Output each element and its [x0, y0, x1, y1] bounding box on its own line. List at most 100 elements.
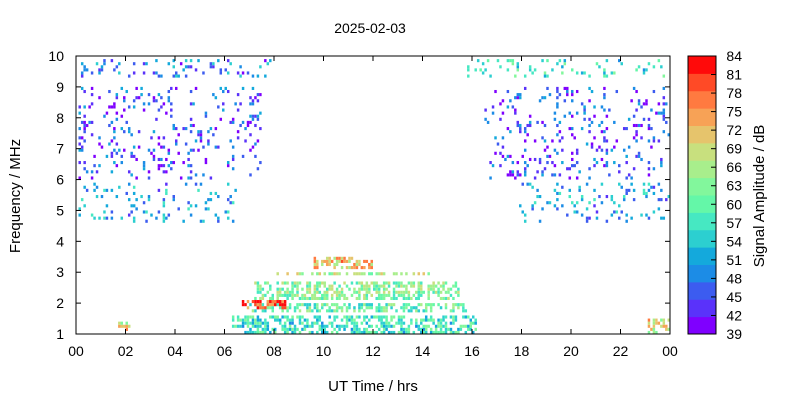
colorbar-swatch — [688, 177, 716, 196]
heatmap-cell — [303, 296, 307, 301]
heatmap-cell — [160, 145, 163, 149]
heatmap-cell — [234, 102, 237, 106]
heatmap-cell — [516, 170, 520, 174]
heatmap-cell — [162, 136, 166, 140]
heatmap-cell — [303, 318, 307, 322]
heatmap-cell — [125, 324, 128, 328]
heatmap-cell — [645, 68, 648, 72]
heatmap-cell — [605, 74, 609, 78]
heatmap-cell — [85, 188, 89, 192]
heatmap-cell — [340, 318, 344, 322]
heatmap-cell — [571, 201, 574, 205]
heatmap-cell — [147, 176, 151, 180]
heatmap-cell — [189, 164, 193, 168]
heatmap-cell — [353, 287, 356, 291]
heatmap-cell — [199, 139, 203, 143]
heatmap-cell — [345, 324, 349, 328]
heatmap-cell — [325, 290, 329, 294]
heatmap-cell — [345, 306, 349, 310]
heatmap-cell — [209, 62, 213, 66]
heatmap-cell — [286, 272, 289, 276]
heatmap-cell — [662, 216, 666, 220]
heatmap-cell — [499, 65, 502, 69]
heatmap-cell — [291, 293, 294, 297]
heatmap-cell — [645, 213, 648, 217]
heatmap-cell — [509, 170, 512, 174]
heatmap-cell — [365, 290, 369, 294]
heatmap-cell — [199, 136, 203, 140]
heatmap-cell — [407, 327, 411, 331]
heatmap-cell — [571, 93, 574, 97]
heatmap-cell — [603, 68, 606, 72]
heatmap-cell — [249, 327, 252, 331]
heatmap-cell — [556, 191, 559, 195]
heatmap-cell — [472, 315, 475, 319]
heatmap-cell — [444, 303, 448, 307]
heatmap-cell — [264, 330, 267, 334]
heatmap-cell — [462, 306, 465, 310]
heatmap-cell — [405, 287, 408, 291]
heatmap-cell — [184, 182, 188, 186]
heatmap-cell — [313, 293, 317, 297]
heatmap-cell — [546, 154, 549, 158]
heatmap-cell — [523, 213, 527, 217]
colorbar-tick-label: 63 — [726, 178, 742, 194]
heatmap-cell — [499, 151, 502, 155]
heatmap-cell — [197, 59, 200, 63]
heatmap-cell — [405, 290, 408, 294]
heatmap-cell — [189, 213, 193, 217]
heatmap-cell — [368, 324, 371, 328]
heatmap-cell — [566, 167, 569, 171]
heatmap-cell — [281, 281, 284, 285]
heatmap-cell — [543, 167, 547, 171]
heatmap-cell — [417, 281, 421, 285]
heatmap-cell — [514, 111, 517, 115]
heatmap-cell — [288, 321, 292, 325]
heatmap-cell — [420, 290, 423, 294]
heatmap-cell — [316, 266, 319, 270]
heatmap-cell — [657, 321, 661, 325]
heatmap-cell — [333, 290, 336, 294]
heatmap-cell — [355, 281, 359, 285]
heatmap-cell — [625, 161, 628, 165]
heatmap-cell — [239, 102, 242, 106]
heatmap-cell — [662, 102, 666, 106]
heatmap-cell — [553, 173, 557, 177]
heatmap-cell — [385, 327, 388, 331]
heatmap-cell — [583, 71, 586, 75]
heatmap-cell — [165, 216, 168, 220]
heatmap-cell — [249, 321, 252, 325]
heatmap-cell — [655, 330, 658, 334]
heatmap-cell — [566, 89, 569, 94]
heatmap-cell — [204, 111, 208, 115]
colorbar-tick-label: 66 — [726, 159, 742, 175]
heatmap-cell — [355, 324, 359, 328]
heatmap-cell — [528, 157, 532, 162]
heatmap-cell — [652, 136, 656, 140]
heatmap-cell — [647, 318, 651, 322]
heatmap-cell — [543, 74, 547, 78]
heatmap-cell — [135, 157, 138, 162]
heatmap-cell — [343, 296, 346, 301]
heatmap-cell — [568, 195, 571, 199]
heatmap-cell — [556, 102, 559, 106]
heatmap-cell — [536, 170, 539, 174]
heatmap-cell — [516, 65, 520, 69]
heatmap-cell — [286, 327, 289, 331]
heatmap-cell — [402, 309, 406, 313]
heatmap-cell — [249, 330, 252, 334]
heatmap-cell — [246, 120, 250, 124]
heatmap-cell — [452, 321, 455, 325]
heatmap-cell — [432, 284, 435, 288]
heatmap-cell — [202, 219, 205, 223]
heatmap-cell — [375, 324, 378, 328]
heatmap-cell — [474, 327, 477, 331]
heatmap-cell — [231, 315, 235, 319]
heatmap-cell — [467, 327, 470, 331]
heatmap-cell — [78, 136, 81, 140]
heatmap-cell — [353, 309, 356, 313]
heatmap-cell — [199, 133, 203, 137]
heatmap-cell — [410, 318, 413, 322]
heatmap-cell — [234, 324, 237, 328]
heatmap-cell — [420, 327, 423, 331]
